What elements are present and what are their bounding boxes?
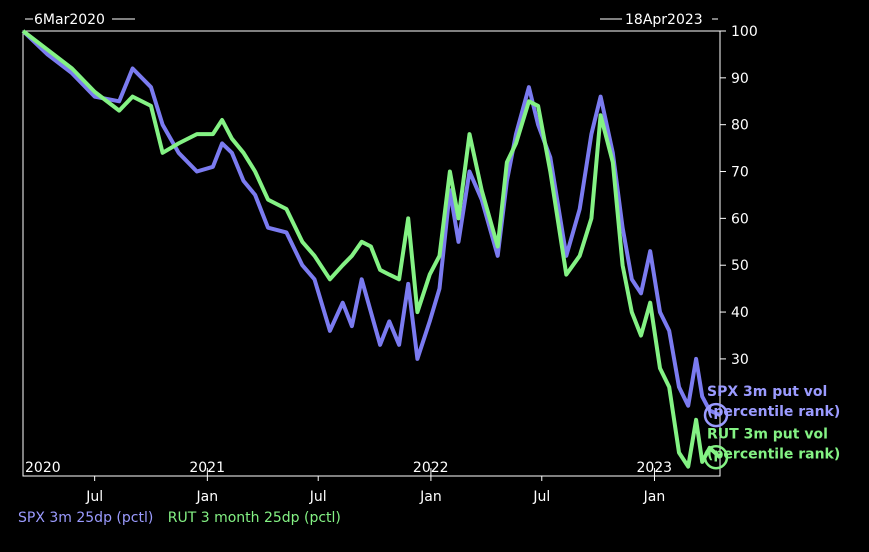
- month-label: Jul: [309, 489, 327, 505]
- y-tick-label: 60: [731, 211, 749, 227]
- annotation-line2-0: (percentile rank): [707, 404, 840, 420]
- annotation-circle-0: [703, 402, 729, 428]
- y-tick-label: 70: [731, 165, 749, 181]
- range-start-label: 6Mar2020: [34, 12, 105, 28]
- annotation-circle-1: [703, 445, 729, 470]
- y-tick-label: 100: [731, 24, 758, 40]
- year-label: 2021: [189, 460, 225, 476]
- month-label: Jan: [419, 489, 442, 505]
- legend-item-rut: RUT 3 month 25dp (pctl): [167, 510, 341, 526]
- month-label: Jan: [196, 489, 219, 505]
- range-end-label: 18Apr2023: [625, 12, 703, 28]
- y-tick-label: 50: [731, 258, 749, 274]
- month-label: Jan: [643, 489, 666, 505]
- legend-item-spx: SPX 3m 25dp (pctl): [18, 510, 154, 526]
- annotation-line1-1: RUT 3m put vol: [707, 426, 828, 442]
- y-tick-label: 80: [731, 118, 749, 134]
- month-label: Jul: [85, 489, 103, 505]
- y-tick-label: 30: [731, 352, 749, 368]
- year-label: 2020: [25, 460, 61, 476]
- series-line-0: [21, 29, 721, 417]
- series-line-1: [21, 29, 722, 469]
- y-tick-label: 90: [731, 71, 749, 87]
- legend: SPX 3m 25dp (pctl) RUT 3 month 25dp (pct…: [18, 510, 351, 526]
- y-tick-label: 40: [731, 305, 749, 321]
- annotation-line2-1: (percentile rank): [707, 446, 840, 462]
- annotation-line1-0: SPX 3m put vol: [707, 384, 827, 400]
- month-label: Jul: [532, 489, 550, 505]
- year-label: 2023: [636, 460, 672, 476]
- plot-frame: [22, 30, 721, 477]
- year-label: 2022: [413, 460, 449, 476]
